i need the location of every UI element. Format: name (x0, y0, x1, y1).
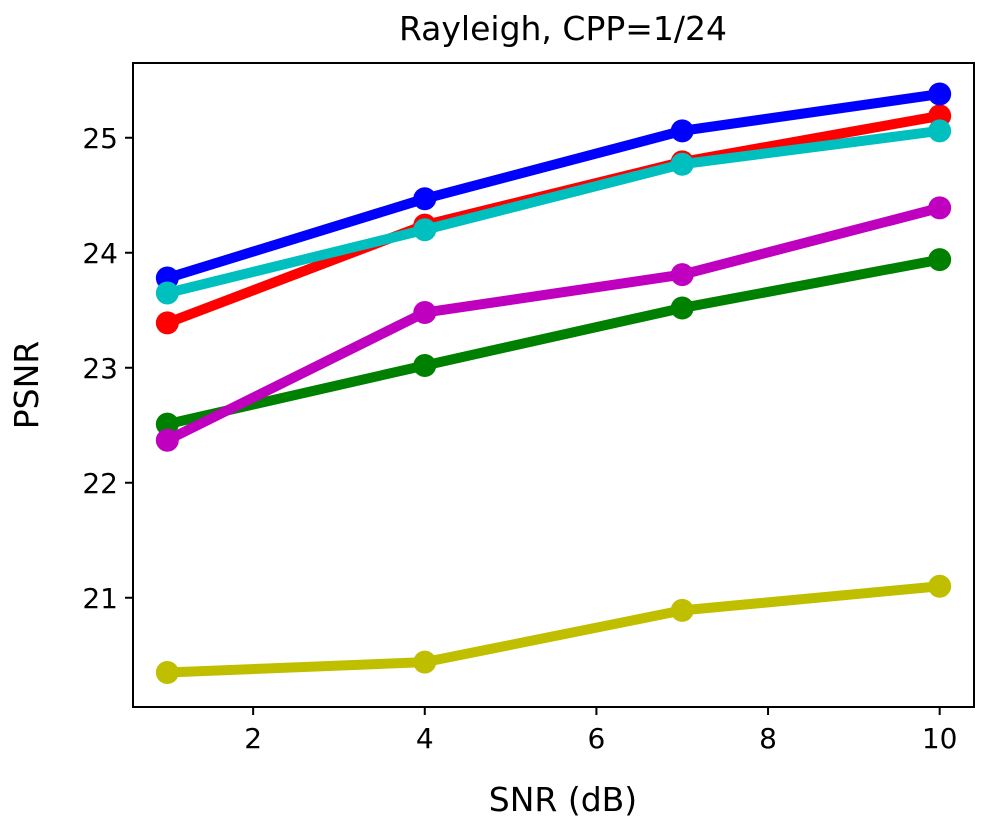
data-point-red (155, 311, 179, 335)
plot-frame (132, 62, 975, 708)
data-point-magenta (413, 301, 437, 325)
data-point-green (413, 353, 437, 377)
x-tick-label: 6 (587, 722, 605, 755)
series-green (155, 248, 952, 436)
y-axis-ticks: 21 22 23 24 25 (82, 122, 133, 615)
x-tick-label: 8 (759, 722, 777, 755)
series-magenta (155, 196, 952, 452)
series-cyan (155, 119, 952, 305)
x-tick-label: 10 (922, 722, 958, 755)
data-point-cyan (155, 281, 179, 305)
x-axis-ticks: 2 4 6 8 10 (244, 707, 957, 755)
data-point-blue (413, 187, 437, 211)
series-line-cyan (162, 125, 945, 298)
data-point-cyan (928, 119, 952, 143)
x-tick-label: 4 (416, 722, 434, 755)
series-line-magenta (162, 202, 945, 446)
data-point-magenta (155, 428, 179, 452)
data-point-yellow (670, 598, 694, 622)
y-axis-label: PSNR (7, 341, 46, 429)
data-point-blue (670, 119, 694, 143)
data-point-green (155, 412, 179, 436)
y-tick-label: 25 (82, 122, 118, 155)
x-axis-label: SNR (dB) (489, 780, 637, 819)
data-point-green (670, 296, 694, 320)
data-point-magenta (670, 263, 694, 287)
series-blue (155, 82, 952, 290)
y-tick-label: 21 (82, 582, 118, 615)
y-tick-label: 22 (82, 467, 118, 500)
series-line-green (162, 254, 945, 430)
data-point-yellow (413, 650, 437, 674)
data-point-yellow (928, 574, 952, 598)
data-point-cyan (670, 152, 694, 176)
x-tick-label: 2 (244, 722, 262, 755)
data-point-cyan (413, 218, 437, 242)
series-yellow (155, 574, 952, 684)
y-tick-label: 24 (82, 237, 118, 270)
data-point-yellow (155, 661, 179, 684)
y-tick-label: 23 (82, 352, 118, 385)
chart-title: Rayleigh, CPP=1/24 (399, 9, 727, 48)
data-point-blue (928, 82, 952, 106)
plot-series (155, 82, 952, 684)
series-line-yellow (162, 581, 945, 678)
series-line-blue (162, 89, 945, 284)
data-point-green (928, 248, 952, 272)
series-red (155, 104, 952, 335)
data-point-magenta (928, 196, 952, 220)
